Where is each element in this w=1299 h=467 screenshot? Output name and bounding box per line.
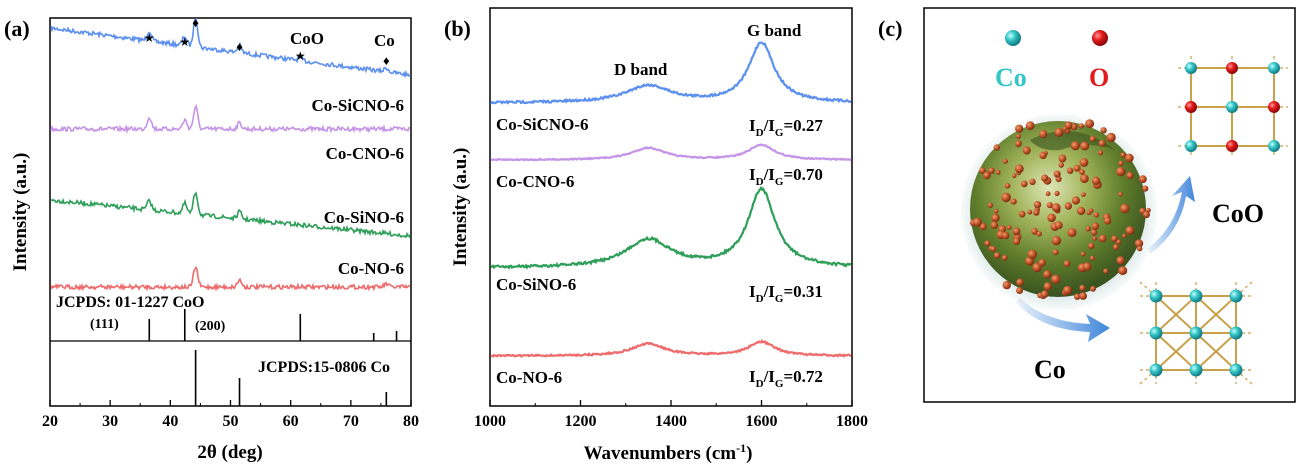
panel-b-series-label-2: Co-CNO-6: [496, 172, 574, 191]
panel-c-label-co: Co: [1034, 355, 1066, 384]
nanoparticle-sphere-illustration: [961, 114, 1157, 310]
panel-b-curves: [490, 41, 852, 358]
panel-a-x-tick-label: 30: [102, 413, 118, 430]
panel-a-x-tick-label: 50: [223, 413, 239, 430]
panel-b-y-axis-label: Intensity (a.u.): [450, 148, 471, 267]
panel-a-series-label-1: Co-SiCNO-6: [311, 96, 404, 115]
coo-star-marker: ★: [179, 35, 190, 49]
co-diamond-marker: ♦: [383, 53, 390, 68]
raman-curve-1: [490, 41, 852, 105]
coo-lattice-illustration: [1178, 56, 1288, 158]
panel-a-x-axis-label: 2θ (deg): [197, 442, 262, 463]
panel-c-legend-co: Co: [995, 63, 1027, 92]
arrow-to-coo-icon: [1148, 176, 1195, 254]
legend-o-atom-icon: [1092, 30, 1108, 46]
panel-b-series-label-3: Co-SiNO-6: [496, 275, 576, 294]
panel-b-x-tick-label: 1200: [565, 413, 597, 430]
raman-curve-4: [490, 339, 851, 358]
panel-a-curves: [50, 17, 411, 292]
panel-b-x-tick-label: 1800: [836, 413, 868, 430]
panel-b-x-ticks: 1000 1200 1400 1600 1800: [474, 400, 868, 430]
xrd-curve-4: [50, 265, 411, 292]
panel-c-frame: [923, 7, 1296, 403]
panel-a-ref-coo-label: JCPDS: 01-1227 CoO: [56, 294, 204, 311]
panel-c-letter: (c): [878, 16, 902, 41]
panel-a-series-label-2: Co-CNO-6: [326, 144, 404, 163]
coo-star-marker: ★: [295, 49, 306, 63]
panel-a-hkl-111: (111): [90, 317, 119, 332]
coo-star-marker: ★: [144, 31, 155, 45]
panel-c-legend-o: O: [1089, 63, 1109, 92]
panel-b-x-axis-label: Wavenumbers (cm-1): [584, 441, 753, 464]
panel-b-d-band-label: D band: [614, 60, 668, 79]
panel-b-ratio-2: ID/IG=0.70: [749, 165, 823, 188]
panel-a-x-tick-label: 40: [162, 413, 178, 430]
panel-b-x-tick-label: 1600: [746, 413, 778, 430]
raman-curve-2: [490, 143, 852, 162]
xrd-curve-2: [50, 103, 411, 135]
panel-a-y-axis-label: Intensity (a.u.): [10, 153, 31, 272]
panel-a-x-tick-label: 80: [403, 413, 419, 430]
panel-a-x-tick-label: 70: [343, 413, 359, 430]
co-diamond-marker: ♦: [192, 15, 199, 30]
panel-b-x-tick-label: 1000: [474, 413, 506, 430]
panel-b-x-tick-label: 1400: [655, 413, 687, 430]
panel-b-series-label-1: Co-SiCNO-6: [496, 115, 589, 134]
panel-b-ratio-4: ID/IG=0.72: [749, 367, 823, 390]
legend-co-atom-icon: [1005, 30, 1021, 46]
co-lattice-illustration: [1139, 281, 1253, 385]
panel-a-series-label-4: Co-NO-6: [338, 259, 404, 278]
panel-a-legend-coo: CoO: [290, 29, 324, 48]
arrow-to-co-icon: [1016, 298, 1110, 342]
panel-b-ratio-3: ID/IG=0.31: [749, 282, 823, 305]
panel-b-letter: (b): [444, 16, 471, 41]
panel-a-peak-markers: ★ ★★♦♦♦: [144, 15, 390, 68]
raman-curve-3: [490, 185, 851, 270]
xrd-curve-3: [50, 191, 411, 239]
panel-a-series-label-3: Co-SiNO-6: [324, 208, 404, 227]
panel-a-hkl-200: (200): [195, 319, 226, 334]
panel-a-x-tick-label: 60: [283, 413, 299, 430]
panel-a-letter: (a): [4, 16, 30, 41]
panel-b-ratio-1: ID/IG=0.27: [749, 116, 823, 139]
panel-a-ref-co-label: JCPDS:15-0806 Co: [258, 359, 390, 376]
co-diamond-marker: ♦: [236, 39, 243, 54]
panel-a-legend-co: Co: [374, 31, 395, 50]
panel-a-x-ticks: 20 30 40 50 60 70 80: [42, 400, 419, 430]
panel-a-reference-sticks: [148, 309, 398, 406]
xrd-curve-1: [50, 17, 411, 79]
panel-b-frame: [489, 7, 853, 407]
panel-c-label-coo: CoO: [1212, 199, 1264, 228]
panel-b-series-label-4: Co-NO-6: [496, 368, 562, 387]
panel-a-x-tick-label: 20: [42, 413, 58, 430]
panel-b-g-band-label: G band: [747, 21, 802, 40]
